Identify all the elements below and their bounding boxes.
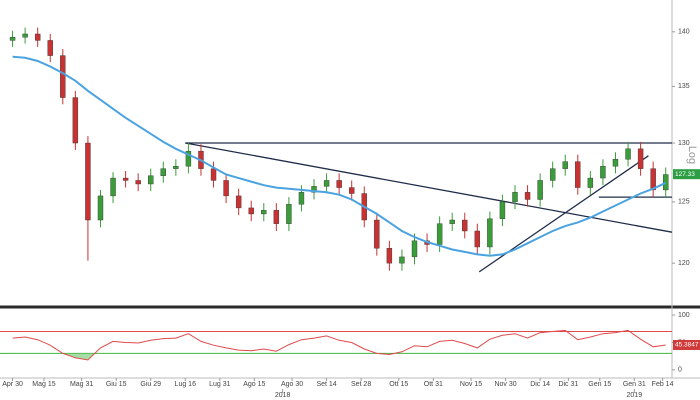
candle-body: [549, 168, 556, 181]
x-tick-label: Lug 31: [209, 381, 231, 388]
candle-body: [22, 33, 28, 38]
candle-body: [223, 180, 229, 197]
x-tick-label: Ott 15: [389, 381, 408, 388]
candle-body: [637, 148, 644, 169]
line-series: [12, 329, 666, 361]
x-tick-label: Set 14: [316, 381, 336, 388]
last-value-label: 45.3847: [675, 342, 699, 349]
x-tick-label: Ott 31: [424, 381, 443, 388]
x-tick-label: Apr 30: [2, 381, 23, 388]
candle-body: [612, 159, 619, 167]
candle-body: [85, 142, 91, 221]
candle-body: [72, 97, 79, 144]
candle-body: [512, 192, 518, 203]
x-tick-label: Gen 15: [588, 381, 611, 388]
year-label: 2019: [627, 392, 643, 399]
x-tick-label: Mag 15: [32, 381, 55, 388]
y-tick-label: 0: [678, 367, 682, 374]
candle-body: [625, 148, 631, 160]
x-tick-label: Set 28: [351, 381, 371, 388]
candle-body: [110, 177, 116, 197]
candle-body: [298, 192, 305, 205]
candle-body: [323, 180, 330, 187]
candle-body: [9, 36, 16, 41]
candle-body: [487, 218, 493, 248]
candle-body: [600, 166, 606, 179]
year-label: 2018: [275, 392, 291, 399]
candle-body: [311, 186, 317, 193]
candle-body: [537, 180, 543, 200]
candle-body: [663, 174, 669, 191]
candle-body: [97, 195, 104, 221]
y-tick-label: 140: [678, 29, 690, 36]
candle-body: [248, 207, 254, 215]
y-tick-label: 125: [678, 199, 690, 206]
candle-body: [60, 55, 66, 98]
last-value-box: [673, 169, 700, 180]
candle-body: [374, 219, 380, 249]
x-tick-label: Nov 30: [494, 381, 516, 388]
x-tick-label: Dic 14: [530, 381, 550, 388]
x-tick-label: Lug 16: [175, 381, 197, 388]
candle-body: [173, 166, 179, 169]
candle-body: [185, 150, 192, 167]
candle-body: [462, 219, 468, 232]
x-tick-label: Feb 14: [652, 381, 674, 388]
candle-body: [210, 168, 217, 181]
x-tick-label: Giu 15: [106, 381, 127, 388]
candle-body: [575, 161, 581, 188]
candle-body: [524, 192, 531, 200]
candle-body: [135, 180, 141, 185]
candle-body: [47, 40, 53, 56]
y-tick-label: 120: [678, 260, 690, 267]
candle-body: [286, 204, 292, 224]
last-value-box: [673, 339, 700, 350]
candle-body: [235, 195, 242, 209]
candle-body: [562, 161, 568, 169]
candle-body: [587, 177, 594, 188]
candle-body: [122, 177, 129, 181]
y-tick-label: 135: [678, 83, 690, 90]
y-tick-label: 100: [678, 312, 690, 319]
candle-body: [499, 201, 506, 219]
x-tick-label: Ago 15: [243, 381, 265, 388]
scale-label: Log: [686, 146, 698, 164]
candle-body: [160, 168, 166, 176]
candle-body: [273, 210, 280, 224]
x-tick-label: Mag 31: [70, 381, 93, 388]
candle-body: [399, 256, 405, 264]
x-tick-label: Dic 31: [558, 381, 578, 388]
x-tick-label: Gen 31: [623, 381, 646, 388]
candle-body: [474, 230, 481, 248]
candle-body: [34, 33, 41, 41]
candle-body: [386, 248, 393, 264]
candle-body: [436, 223, 443, 245]
candle-body: [148, 175, 154, 185]
x-tick-label: Ago 30: [281, 381, 303, 388]
moving-average: [12, 55, 667, 257]
x-tick-label: Giu 29: [140, 381, 161, 388]
candle-body: [349, 187, 355, 194]
candle-body: [411, 240, 418, 258]
x-tick-label: Nov 15: [460, 381, 482, 388]
y-tick-label: 130: [678, 140, 690, 147]
candle-body: [449, 219, 455, 224]
candle-body: [650, 168, 656, 191]
candle-body: [336, 180, 342, 188]
candle-body: [261, 210, 267, 215]
last-value-label: 127.33: [675, 171, 695, 178]
